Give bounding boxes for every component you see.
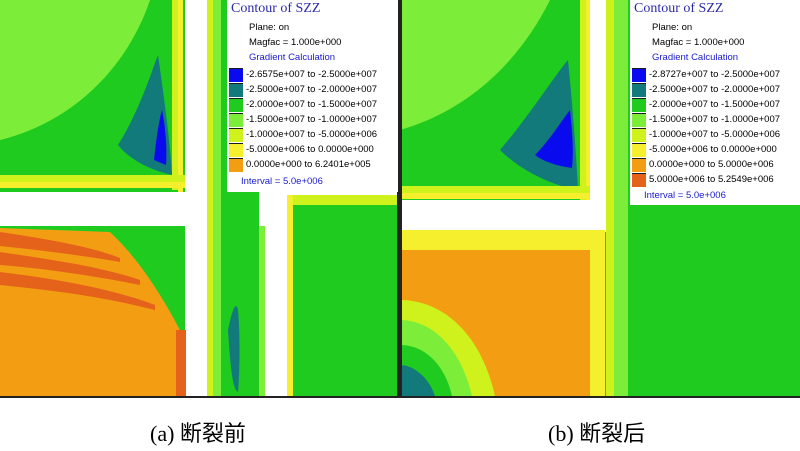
band-yellow-h bbox=[400, 193, 600, 199]
legend-interval: Interval = 5.0e+006 bbox=[241, 176, 323, 187]
legend-swatch bbox=[632, 173, 646, 187]
legend-range-text: -1.5000e+007 to -1.0000e+007 bbox=[649, 114, 781, 125]
band-yg-h bbox=[0, 175, 190, 183]
corner-teal bbox=[400, 365, 435, 396]
legend-range-text: 5.0000e+006 to 5.2549e+006 bbox=[649, 174, 774, 185]
legend-range-text: -5.0000e+006 to 0.0000e+000 bbox=[649, 144, 777, 155]
legend-b: Contour of SZZ Plane: on Magfac = 1.000e… bbox=[630, 0, 800, 205]
field-lightgreen bbox=[400, 0, 550, 130]
legend-interval: Interval = 5.0e+006 bbox=[644, 190, 726, 201]
legend-swatch bbox=[229, 68, 243, 82]
legend-swatch bbox=[229, 98, 243, 112]
legend-title: Contour of SZZ bbox=[231, 1, 321, 16]
blue-zone bbox=[535, 110, 573, 168]
field-lightgreen bbox=[0, 0, 150, 140]
band-yg-h bbox=[400, 186, 600, 194]
legend-gradient: Gradient Calculation bbox=[652, 52, 739, 63]
legend-range-text: -1.5000e+007 to -1.0000e+007 bbox=[246, 114, 378, 125]
right-band-1 bbox=[207, 0, 213, 396]
legend-swatch bbox=[632, 68, 646, 82]
legend-swatch bbox=[632, 158, 646, 172]
right-field bbox=[293, 195, 400, 396]
legend-swatch bbox=[632, 113, 646, 127]
right-band-1 bbox=[606, 0, 614, 396]
legend-range-text: -2.0000e+007 to -1.5000e+007 bbox=[649, 99, 781, 110]
band-yg bbox=[580, 0, 588, 200]
band-yellow-h bbox=[0, 182, 190, 188]
panel-border bbox=[400, 0, 402, 396]
legend-range-text: 0.0000e+000 to 6.2401e+005 bbox=[246, 159, 371, 170]
legend-swatch bbox=[632, 98, 646, 112]
stripe-3 bbox=[0, 272, 155, 310]
legend-range-text: 0.0000e+000 to 5.0000e+006 bbox=[649, 159, 774, 170]
right-teal bbox=[228, 306, 240, 392]
band-yg bbox=[172, 0, 180, 190]
legend-range-text: -1.0000e+007 to -5.0000e+006 bbox=[246, 129, 378, 140]
yellow-edge bbox=[400, 230, 605, 396]
legend-magfac: Magfac = 1.000e+000 bbox=[652, 37, 745, 48]
contour-panel-a: Contour of SZZ Plane: on Magfac = 1.000e… bbox=[0, 0, 400, 396]
legend-swatch bbox=[632, 128, 646, 142]
legend-range-text: -5.0000e+006 to 0.0000e+000 bbox=[246, 144, 374, 155]
legend-swatch bbox=[229, 143, 243, 157]
legend-range-text: -1.0000e+007 to -5.0000e+006 bbox=[649, 129, 781, 140]
legend-swatch bbox=[229, 158, 243, 172]
caption-a: (a) 断裂前 bbox=[150, 421, 246, 446]
legend-range-text: -2.0000e+007 to -1.5000e+007 bbox=[246, 99, 378, 110]
stripe-2 bbox=[0, 252, 140, 285]
panel-border bbox=[397, 0, 400, 396]
legend-range-text: -2.5000e+007 to -2.0000e+007 bbox=[246, 84, 378, 95]
caption-b: (b) 断裂后 bbox=[548, 421, 646, 446]
gap-vertical bbox=[590, 0, 606, 232]
legend-swatch bbox=[632, 143, 646, 157]
legend-gradient: Gradient Calculation bbox=[249, 52, 336, 63]
edge-red bbox=[176, 330, 186, 396]
stripe-1 bbox=[0, 232, 120, 262]
legend-swatch bbox=[632, 83, 646, 97]
plot-bottom-border bbox=[0, 396, 800, 398]
legend-swatch bbox=[229, 128, 243, 142]
legend-range-text: -2.5000e+007 to -2.0000e+007 bbox=[649, 84, 781, 95]
band-yellow bbox=[178, 0, 183, 195]
band-lg-v bbox=[259, 226, 269, 396]
gap-vertical-2 bbox=[265, 226, 287, 396]
legend-magfac: Magfac = 1.000e+000 bbox=[249, 37, 342, 48]
band-yellow bbox=[586, 0, 591, 200]
orange-block bbox=[0, 228, 185, 396]
right-top-band bbox=[293, 195, 400, 205]
legend-title: Contour of SZZ bbox=[634, 1, 724, 16]
legend-plane: Plane: on bbox=[249, 22, 290, 33]
legend-range-text: -2.6575e+007 to -2.5000e+007 bbox=[246, 69, 378, 80]
right-band-2 bbox=[614, 0, 628, 396]
legend-swatch bbox=[229, 113, 243, 127]
legend-plane: Plane: on bbox=[652, 22, 693, 33]
right-band-2 bbox=[213, 0, 221, 396]
blue-zone bbox=[154, 110, 167, 165]
legend-a: Contour of SZZ Plane: on Magfac = 1.000e… bbox=[227, 0, 398, 192]
legend-range-text: -2.8727e+007 to -2.5000e+007 bbox=[649, 69, 781, 80]
gap-horizontal bbox=[400, 200, 605, 230]
contour-panel-b: Contour of SZZ Plane: on Magfac = 1.000e… bbox=[400, 0, 800, 396]
legend-swatch bbox=[229, 83, 243, 97]
